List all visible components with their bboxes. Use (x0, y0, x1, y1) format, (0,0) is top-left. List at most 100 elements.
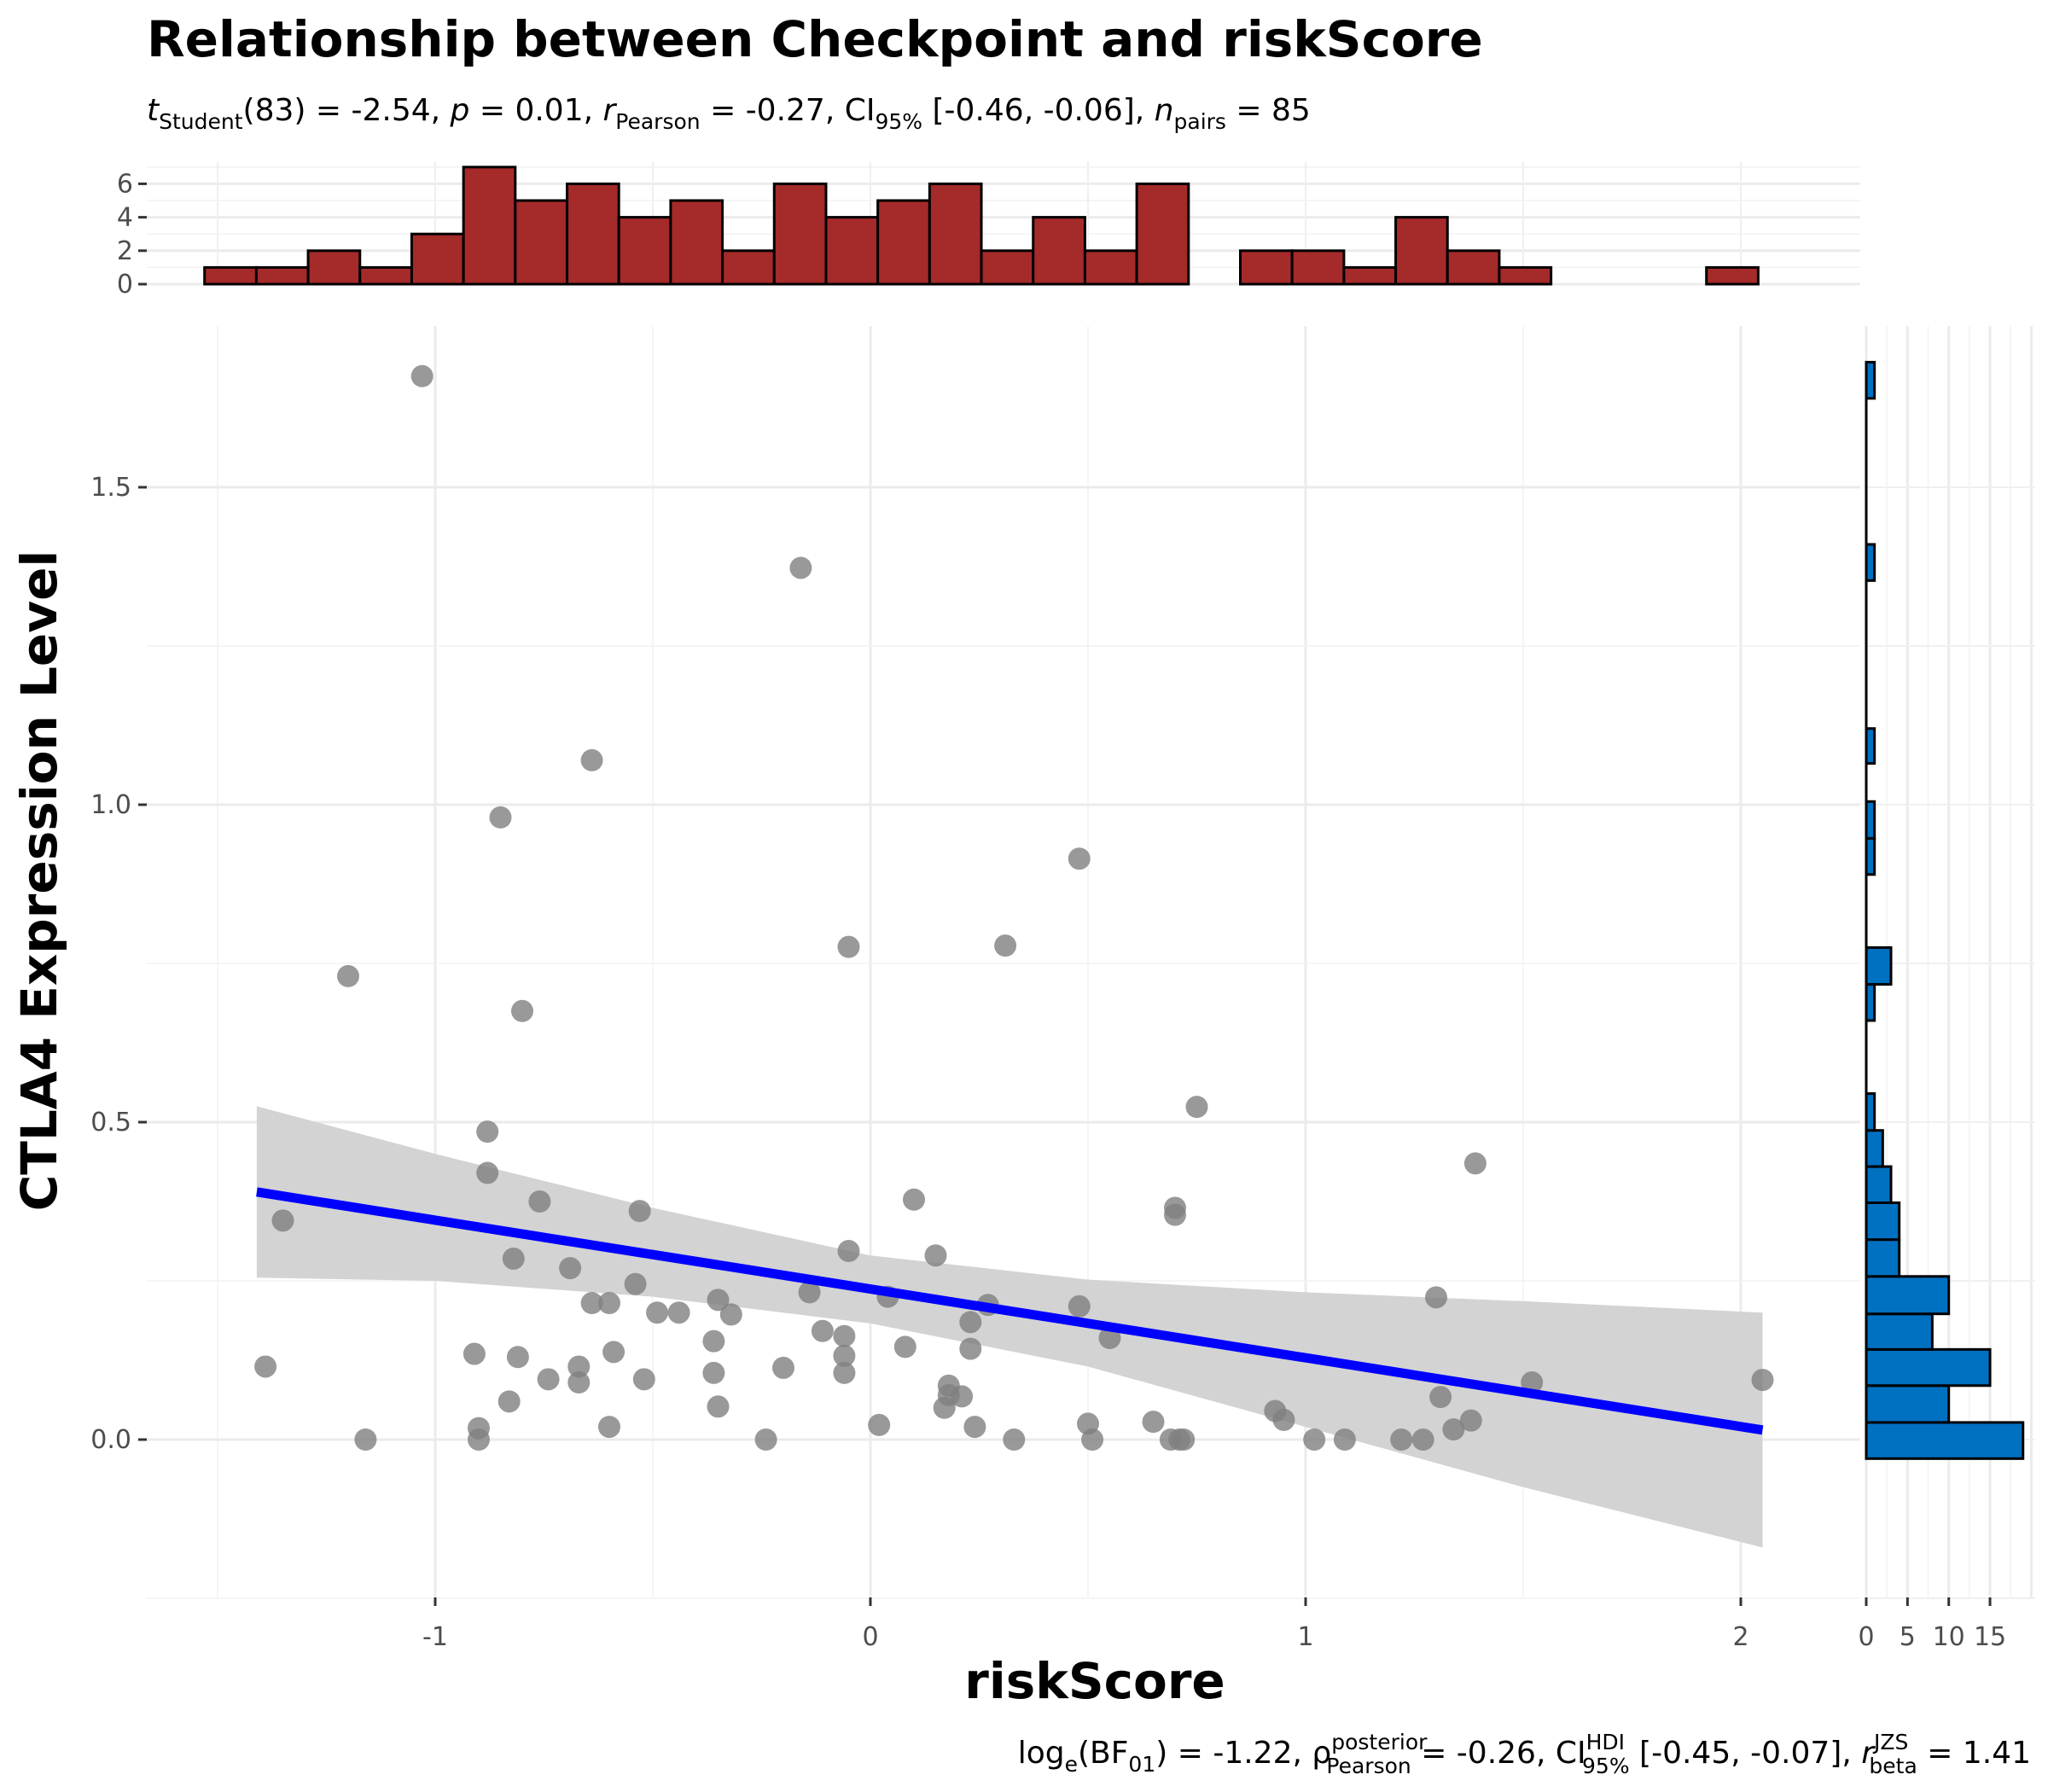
regression-line (256, 1187, 1764, 1435)
data-point (632, 1368, 655, 1391)
data-point (1425, 1286, 1447, 1309)
data-point (598, 1416, 620, 1439)
top-hist-bar (514, 199, 569, 286)
data-point (837, 1240, 860, 1263)
y-tick-label: 1.5 (90, 473, 131, 503)
data-point (798, 1281, 821, 1304)
data-point (707, 1289, 730, 1312)
right-hist-tick-label: 0 (1858, 1622, 1874, 1652)
top-hist-bar (566, 182, 620, 286)
data-point (754, 1428, 777, 1451)
data-point (702, 1329, 725, 1353)
data-point (1429, 1386, 1452, 1409)
right-hist-tick-label: 15 (1974, 1622, 2006, 1652)
data-point (502, 1247, 525, 1270)
right-histogram (1865, 360, 2025, 1460)
data-point (1068, 1295, 1091, 1318)
top-hist-bar (1083, 249, 1138, 286)
data-point (667, 1301, 690, 1324)
data-point (559, 1257, 582, 1280)
y-tick-label: 0.0 (90, 1425, 131, 1455)
data-point (476, 1120, 499, 1143)
right-hist-tick-label: 5 (1900, 1622, 1916, 1652)
data-point (567, 1355, 591, 1378)
right-hist-bar (1865, 1201, 1901, 1242)
top-hist-bar (306, 249, 362, 286)
top-hist-tick-label: 4 (117, 203, 133, 233)
top-hist-bar (721, 249, 776, 286)
data-point (1333, 1428, 1356, 1451)
data-point (811, 1319, 834, 1342)
scatter-points (254, 364, 1774, 1451)
top-hist-bar (824, 216, 880, 286)
data-point (772, 1356, 794, 1379)
data-point (1164, 1203, 1186, 1226)
data-point (1172, 1428, 1196, 1451)
x-tick-label: 2 (1732, 1622, 1748, 1652)
data-point (719, 1303, 742, 1326)
data-point (468, 1428, 490, 1451)
top-hist-bar (1135, 182, 1190, 286)
chart-title: Relationship between Checkpoint and risk… (147, 10, 1483, 68)
data-point (924, 1244, 947, 1267)
data-point (959, 1311, 982, 1334)
top-hist-bar (1705, 265, 1760, 286)
data-point (1463, 1152, 1487, 1175)
data-point (702, 1361, 725, 1384)
top-hist-bar (1394, 216, 1449, 286)
data-point (463, 1342, 486, 1365)
top-hist-bar (772, 182, 828, 286)
right-hist-bar (1865, 1275, 1951, 1316)
top-hist-bar (617, 216, 672, 286)
top-hist-bar (203, 265, 258, 286)
y-tick-label: 1.0 (90, 790, 131, 820)
right-hist-bar (1865, 1238, 1901, 1278)
data-point (868, 1413, 891, 1436)
data-point (580, 1292, 603, 1315)
top-hist-bar (1446, 249, 1501, 286)
top-hist-bar (1239, 249, 1294, 286)
top-hist-bar (1498, 265, 1553, 286)
data-point (959, 1337, 982, 1360)
data-point (1303, 1428, 1326, 1451)
top-hist-bar (980, 249, 1035, 286)
x-axis-label: riskScore (964, 1652, 1225, 1710)
data-point (567, 1371, 591, 1394)
top-hist-bar (410, 232, 465, 286)
top-hist-bar (1032, 216, 1086, 286)
top-hist-bar (669, 199, 724, 286)
data-point (410, 364, 433, 387)
right-hist-bar (1865, 1165, 1893, 1204)
data-point (476, 1161, 499, 1184)
top-hist-tick-label: 0 (117, 270, 133, 300)
y-axis-label: CTLA4 Expression Level (10, 550, 68, 1212)
data-point (1185, 1096, 1208, 1119)
data-point (837, 935, 860, 958)
data-point (537, 1368, 560, 1391)
data-point (833, 1344, 856, 1367)
top-hist-bar (358, 265, 413, 286)
data-point (789, 556, 812, 579)
data-point (833, 1324, 856, 1347)
right-hist-bar (1865, 1347, 1992, 1388)
right-histogram-x-ticks: 0 5 10 15 (1858, 1597, 2006, 1652)
data-point (602, 1341, 625, 1364)
data-point (337, 964, 359, 987)
data-point (254, 1355, 277, 1378)
top-hist-bar (462, 166, 517, 286)
data-point (354, 1428, 377, 1451)
y-axis-ticks: 0.0 0.5 1.0 1.5 (90, 473, 147, 1455)
data-point (707, 1395, 730, 1418)
right-hist-bar (1865, 1129, 1884, 1168)
x-tick-label: 1 (1297, 1622, 1313, 1652)
data-point (1272, 1408, 1295, 1431)
data-point (1068, 847, 1091, 870)
top-hist-bar (928, 182, 983, 286)
y-tick-label: 0.5 (90, 1108, 131, 1137)
data-point (893, 1335, 916, 1359)
data-point (598, 1292, 620, 1315)
data-point (1459, 1409, 1482, 1432)
data-point (489, 806, 512, 829)
data-point (511, 999, 533, 1022)
